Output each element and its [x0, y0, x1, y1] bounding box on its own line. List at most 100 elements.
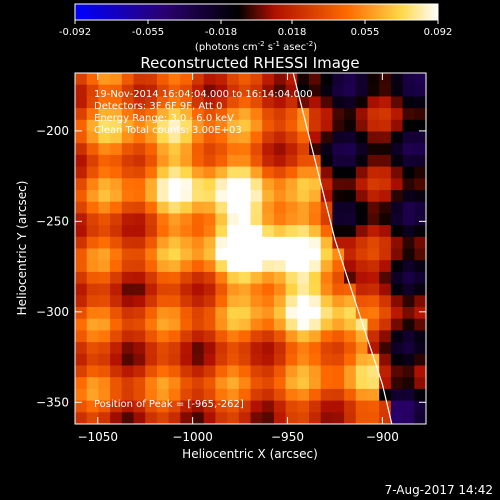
x-tick-label: −900 — [366, 430, 399, 444]
heatmap-cell — [192, 377, 205, 390]
heatmap-cell — [250, 400, 263, 413]
heatmap-cell — [355, 143, 369, 156]
heatmap-cell — [414, 108, 426, 121]
heatmap-cell — [379, 377, 392, 390]
heatmap-cell — [309, 295, 322, 308]
heatmap-cell — [156, 236, 170, 250]
heatmap-cell — [156, 412, 170, 424]
heatmap-cell — [180, 84, 193, 97]
heatmap-cell — [227, 178, 240, 191]
heatmap-cell — [309, 84, 322, 97]
heatmap-cell — [273, 260, 287, 273]
heatmap-cell — [215, 377, 228, 390]
heatmap-cell — [227, 131, 240, 144]
heatmap-cell — [227, 283, 240, 296]
heatmap-cell — [75, 260, 88, 273]
heatmap-cell — [332, 412, 345, 424]
heatmap-cell — [332, 131, 345, 144]
heatmap-cell — [285, 260, 298, 273]
heatmap-cell — [145, 271, 158, 285]
heatmap-cell — [262, 318, 275, 331]
heatmap-cell — [110, 213, 123, 226]
heatmap-cell — [86, 318, 99, 331]
heatmap-cell — [238, 131, 252, 144]
heatmap-cell — [110, 236, 123, 250]
heatmap-cell — [320, 166, 333, 179]
heatmap-cell — [402, 166, 415, 179]
heatmap-cell — [309, 388, 322, 402]
heatmap-cell — [238, 400, 252, 413]
heatmap-cell — [238, 108, 252, 121]
colorbar-label: (photons cm-2 s-1 asec-2) — [195, 40, 317, 53]
heatmap-cell — [133, 213, 146, 226]
heatmap-cell — [390, 213, 404, 226]
heatmap-cell — [344, 178, 357, 191]
heatmap-cell — [133, 190, 146, 203]
heatmap-cell — [332, 400, 345, 413]
heatmap-cell — [390, 154, 404, 168]
heatmap-cell — [121, 365, 135, 378]
heatmap-cell — [320, 154, 333, 168]
heatmap-cell — [273, 84, 287, 97]
heatmap-cell — [110, 84, 123, 97]
colorbar-label-exp: -2 — [306, 40, 313, 48]
heatmap-cell — [168, 400, 181, 413]
heatmap-cell — [227, 73, 240, 86]
heatmap-cell — [238, 260, 252, 273]
heatmap-cell — [390, 201, 404, 214]
heatmap-cell — [133, 143, 146, 156]
heatmap-cell — [320, 412, 333, 424]
heatmap-cell — [355, 377, 369, 390]
heatmap-cell — [355, 166, 369, 179]
annotations: 19-Nov-2014 16:04:04.000 to 16:14:04.000… — [94, 89, 313, 410]
heatmap-cell — [332, 295, 345, 308]
heatmap-cell — [192, 307, 205, 320]
heatmap-cell — [262, 248, 275, 261]
heatmap-cell — [379, 307, 392, 320]
heatmap-cell — [145, 365, 158, 378]
heatmap-cell — [168, 377, 181, 390]
heatmap-cell — [297, 119, 310, 133]
heatmap-cell — [156, 225, 170, 238]
heatmap-cell — [133, 330, 146, 343]
heatmap-cell — [250, 365, 263, 378]
heatmap-cell — [75, 307, 88, 320]
heatmap-cell — [168, 318, 181, 331]
heatmap-cell — [75, 283, 88, 296]
heatmap-cell — [227, 365, 240, 378]
heatmap-cell — [414, 143, 426, 156]
heatmap-cell — [402, 412, 415, 424]
heatmap-cell — [273, 201, 287, 214]
heatmap-cell — [250, 271, 263, 285]
heatmap-cell — [227, 318, 240, 331]
heatmap-cell — [332, 271, 345, 285]
heatmap-cell — [86, 96, 99, 109]
annotation-peak-position: Position of Peak = [-965,-262] — [94, 399, 244, 410]
heatmap-cell — [379, 225, 392, 238]
heatmap-cell — [355, 283, 369, 296]
heatmap-cell — [145, 400, 158, 413]
heatmap-cell — [203, 342, 216, 355]
heatmap-cell — [414, 283, 426, 296]
chart-title: Reconstructed RHESSI Image — [140, 54, 359, 72]
heatmap-cell — [414, 190, 426, 203]
heatmap-cell — [309, 260, 322, 273]
heatmap-cell — [121, 131, 135, 144]
heatmap-cell — [402, 143, 415, 156]
heatmap-cell — [390, 248, 404, 261]
heatmap-cell — [215, 178, 228, 191]
heatmap-cell — [344, 119, 357, 133]
heatmap-cell — [273, 131, 287, 144]
heatmap-cell — [192, 84, 205, 97]
heatmap-cell — [215, 166, 228, 179]
heatmap-cell — [332, 225, 345, 238]
heatmap-cell — [262, 342, 275, 355]
heatmap-cell — [168, 201, 181, 214]
heatmap-cell — [285, 295, 298, 308]
heatmap-cell — [98, 412, 111, 424]
heatmap-cell — [262, 236, 275, 250]
heatmap-cell — [309, 225, 322, 238]
heatmap-cell — [402, 225, 415, 238]
heatmap-cell — [262, 365, 275, 378]
heatmap-cell — [320, 353, 333, 367]
